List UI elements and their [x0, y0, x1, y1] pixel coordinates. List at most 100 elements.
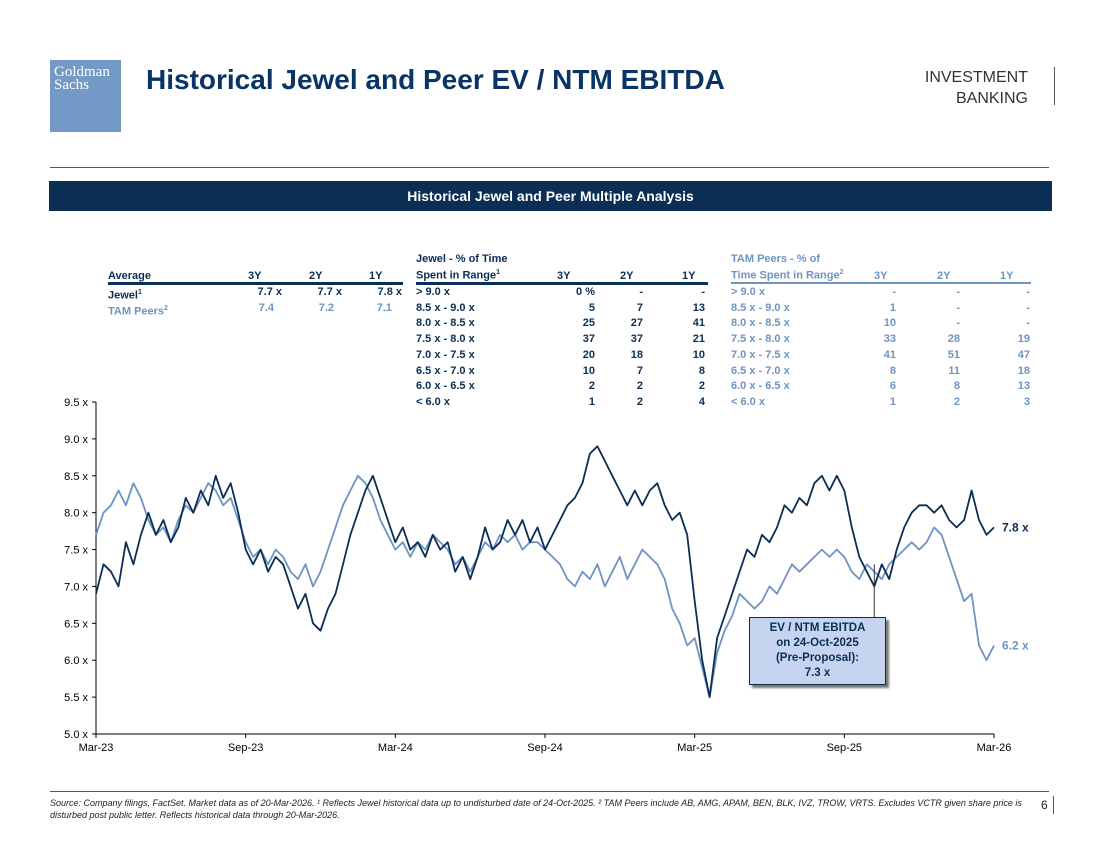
peer-range-label: 7.0 x - 7.5 x [731, 348, 790, 361]
peer-range-value: - [956, 286, 960, 298]
goldman-sachs-logo: Goldman Sachs [50, 60, 121, 132]
peer-range-value: 51 [947, 348, 960, 361]
avg-row-jewel: Jewel1 [108, 285, 142, 302]
jewel-header-2y: 2Y [620, 270, 634, 282]
jewel-range-value: 8 [698, 364, 705, 377]
jewel-range-value: 41 [692, 317, 705, 330]
jewel-range-value: 7 [636, 364, 643, 377]
avg-row-name: TAM Peers [108, 305, 165, 318]
jewel-range-value: 0 % [576, 286, 595, 298]
peer-header-line2: Time Spent in Range2 [731, 266, 844, 283]
y-tick-label: 8.5 x [64, 471, 88, 483]
jewel-header-3y: 3Y [557, 270, 571, 282]
jewel-range-label: 8.0 x - 8.5 x [416, 317, 475, 330]
section-banner: Historical Jewel and Peer Multiple Analy… [49, 181, 1052, 211]
jewel-range-value: 2 [636, 395, 643, 408]
page-number-divider [1053, 796, 1054, 814]
jewel-header-line1: Jewel - % of Time [416, 253, 508, 265]
peer-range-value: - [1026, 286, 1030, 298]
jewel-header-1y: 1Y [682, 270, 696, 282]
avg-cell: 7.1 [376, 302, 392, 314]
annotation-line: on 24-Oct-2025 [776, 637, 859, 649]
peer-range-label: > 9.0 x [731, 286, 765, 298]
jewel-range-value: 2 [588, 380, 595, 393]
avg-cell: 7.4 [258, 302, 274, 314]
peer-range-label: 6.0 x - 6.5 x [731, 380, 790, 393]
jewel-range-value: 27 [630, 317, 643, 330]
peer-header-line1: TAM Peers - % of [731, 253, 821, 265]
avg-cell: 7.7 x [257, 286, 282, 298]
peer-range-value: 1 [889, 395, 896, 408]
jewel-range-label: 7.0 x - 7.5 x [416, 348, 475, 361]
jewel-range-value: 37 [582, 333, 595, 346]
jewel-header-line2: Spent in Range1 [416, 266, 500, 283]
jewel-header-text: Spent in Range [416, 269, 497, 282]
annotation-line: EV / NTM EBITDA [769, 622, 866, 634]
x-tick-label: Sep-24 [527, 742, 562, 754]
source-footnote: Source: Company filings, FactSet. Market… [50, 798, 1022, 820]
peer-range-value: 19 [1017, 333, 1030, 346]
avg-header-rule [108, 282, 403, 285]
avg-cell: 7.2 [318, 302, 334, 314]
jewel-range-label: 6.5 x - 7.0 x [416, 364, 475, 377]
jewel-range-label: < 6.0 x [416, 395, 450, 408]
peer-range-label: 6.5 x - 7.0 x [731, 364, 790, 377]
y-tick-label: 7.0 x [64, 581, 88, 593]
annotation-line: 7.3 x [804, 667, 831, 679]
y-tick-label: 8.0 x [64, 508, 88, 520]
peer-header-2y: 2Y [937, 270, 951, 282]
jewel-range-value: 25 [582, 317, 595, 330]
jewel-range-label: 6.0 x - 6.5 x [416, 380, 475, 393]
peer-range-label: < 6.0 x [731, 395, 765, 408]
peer-range-value: 11 [948, 364, 960, 377]
y-tick-label: 7.5 x [64, 545, 88, 557]
peer-range-value: - [1026, 301, 1030, 314]
peer-range-value: 28 [947, 333, 960, 346]
avg-row-peers: TAM Peers2 [108, 301, 168, 318]
jewel-range-value: 37 [630, 333, 643, 346]
x-tick-label: Mar-24 [378, 742, 413, 754]
avg-cell: 7.7 x [317, 286, 342, 298]
division-line1: INVESTMENT [924, 69, 1028, 86]
pre-proposal-annotation: EV / NTM EBITDA on 24-Oct-2025 (Pre-Prop… [749, 617, 886, 685]
avg-row-sup: 2 [164, 305, 168, 312]
footer-rule [50, 791, 1049, 792]
jewel-range-value: 21 [692, 333, 705, 346]
y-tick-label: 6.5 x [64, 618, 88, 630]
page-title: Historical Jewel and Peer EV / NTM EBITD… [146, 64, 725, 95]
avg-cell: 7.8 x [377, 286, 402, 298]
peer-range-value: 8 [889, 364, 896, 377]
jewel-header-sup: 1 [496, 269, 500, 276]
avg-row-sup: 1 [137, 289, 142, 296]
division-line2: BANKING [955, 90, 1028, 107]
x-tick-label: Mar-26 [977, 742, 1012, 754]
x-tick-label: Mar-23 [79, 742, 114, 754]
peer-range-value: - [892, 286, 896, 298]
avg-header-1y: 1Y [369, 270, 383, 282]
peer-range-value: 47 [1017, 348, 1030, 361]
division-label: INVESTMENT BANKING [925, 67, 1028, 109]
jewel-range-label: 8.5 x - 9.0 x [416, 301, 475, 314]
header-rule [50, 167, 1049, 168]
peer-range-value: 8 [953, 380, 960, 393]
avg-row-name: Jewel [108, 289, 138, 302]
jewel-range-value: 7 [636, 301, 643, 314]
series-end-label: 6.2 x [1002, 638, 1029, 652]
peer-header-rule [731, 282, 1031, 284]
annotation-line: (Pre-Proposal): [775, 652, 860, 664]
peer-range-value: 1 [889, 301, 896, 314]
x-tick-label: Sep-25 [827, 742, 862, 754]
peer-range-value: 41 [883, 348, 896, 361]
logo-line2: Sachs [54, 77, 89, 93]
peer-range-label: 8.5 x - 9.0 x [731, 301, 790, 314]
y-tick-label: 5.0 x [64, 729, 88, 741]
jewel-range-value: 20 [582, 348, 595, 361]
peer-header-3y: 3Y [874, 270, 888, 282]
jewel-range-value: 1 [588, 395, 595, 408]
peer-range-value: 2 [953, 395, 960, 408]
jewel-range-value: 5 [588, 301, 595, 314]
y-tick-label: 9.5 x [64, 397, 88, 409]
jewel-range-value: 10 [692, 348, 705, 361]
peer-range-value: 10 [883, 317, 896, 330]
